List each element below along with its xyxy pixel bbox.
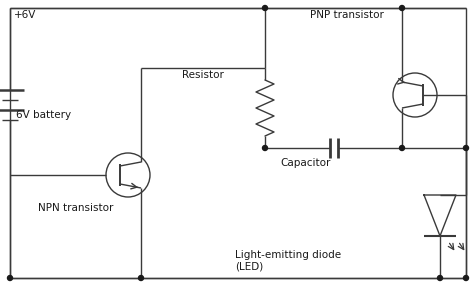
Circle shape: [263, 5, 267, 11]
Text: Resistor: Resistor: [182, 70, 224, 80]
Circle shape: [438, 276, 443, 280]
Text: NPN transistor: NPN transistor: [38, 203, 113, 213]
Circle shape: [138, 276, 144, 280]
Text: 6V battery: 6V battery: [16, 110, 71, 120]
Circle shape: [400, 146, 404, 150]
Text: +6V: +6V: [14, 10, 36, 20]
Circle shape: [400, 5, 404, 11]
Text: PNP transistor: PNP transistor: [310, 10, 384, 20]
Circle shape: [464, 276, 468, 280]
Circle shape: [263, 146, 267, 150]
Text: Capacitor: Capacitor: [280, 158, 330, 168]
Circle shape: [464, 146, 468, 150]
Circle shape: [8, 276, 12, 280]
Text: Light-emitting diode
(LED): Light-emitting diode (LED): [235, 250, 341, 272]
